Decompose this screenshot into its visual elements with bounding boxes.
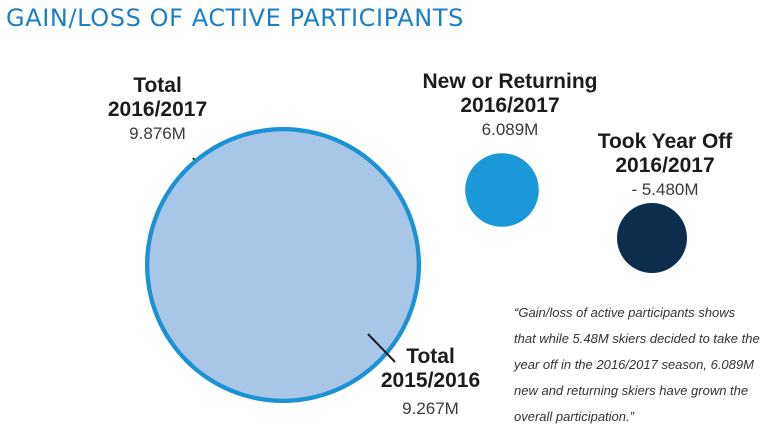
total-2016-2017-label: Total 2016/2017 9.876M [90, 74, 225, 146]
quote-line-5: overall participation.” [514, 409, 634, 424]
quote-line-2: that while 5.48M skiers decided to take … [514, 331, 760, 346]
new-or-returning-name-line1: New or Returning [422, 70, 598, 93]
new-or-returning-label: New or Returning 2016/2017 6.089M [410, 70, 610, 142]
new-or-returning-name-line2: 2016/2017 [460, 94, 560, 117]
total-2015-2016-bubble [149, 131, 417, 399]
total-2015-2016-name-line2: 2015/2016 [380, 369, 481, 392]
took-year-off-bubble [617, 203, 687, 273]
total-2016-2017-name-line2: 2016/2017 [107, 98, 208, 121]
new-or-returning-value: 6.089M [481, 120, 539, 139]
took-year-off-name-line2: 2016/2017 [615, 154, 715, 177]
took-year-off-label: Took Year Off 2016/2017 - 5.480M [575, 130, 755, 202]
total-2015-2016-value: 9.267M [402, 399, 459, 418]
quote-line-1: “Gain/loss of active participants shows [514, 305, 736, 320]
total-2015-2016-label: Total 2015/2016 9.267M [368, 345, 493, 421]
quote-text: “Gain/loss of active participants shows … [514, 300, 770, 430]
total-2016-2017-name-line1: Total [133, 74, 182, 97]
quote-line-3: year off in the 2016/2017 season, 6.089M [514, 357, 754, 372]
total-2016-2017-value: 9.876M [129, 124, 186, 143]
quote-line-4: new and returning skiers have grown the [514, 383, 749, 398]
took-year-off-value: - 5.480M [631, 180, 699, 199]
total-2015-2016-leader-line [367, 333, 396, 363]
took-year-off-name-line1: Took Year Off [597, 130, 733, 153]
page-title: GAIN/LOSS OF ACTIVE PARTICIPANTS [6, 4, 464, 32]
total-2015-2016-name-line1: Total [406, 345, 455, 368]
new-or-returning-bubble [465, 153, 539, 227]
